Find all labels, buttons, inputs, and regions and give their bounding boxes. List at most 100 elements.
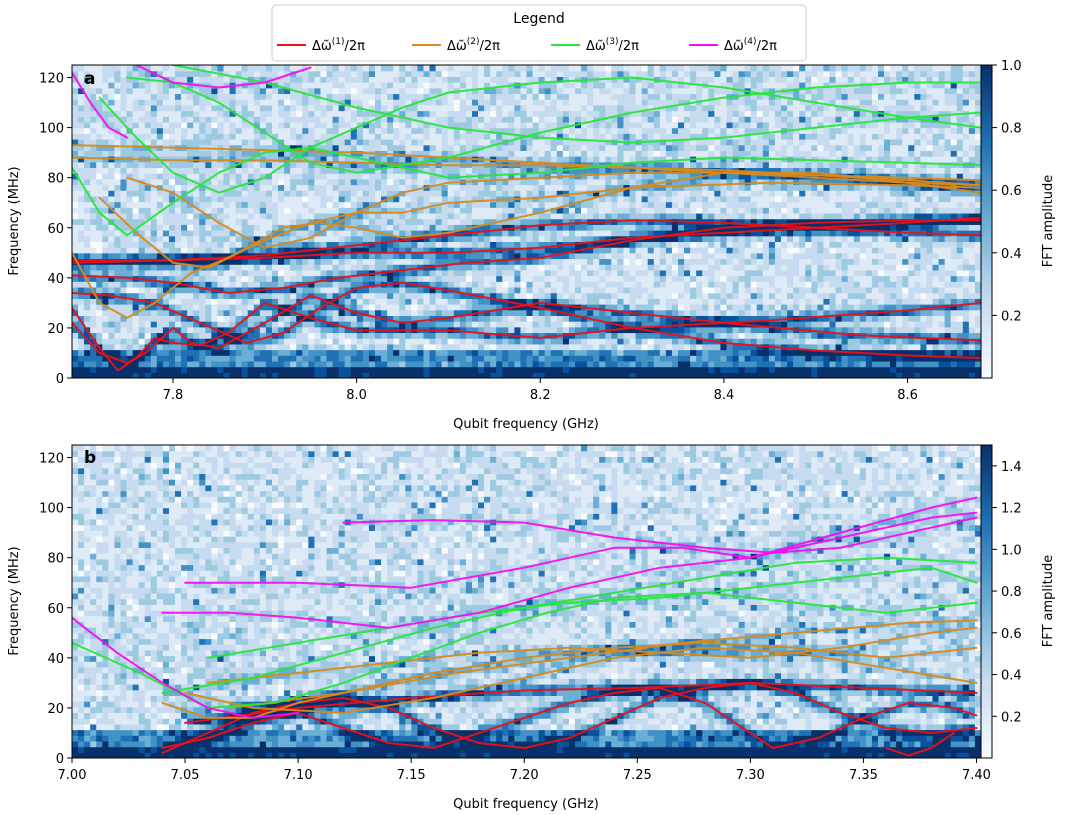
heatmap-cell: [617, 338, 625, 345]
heatmap-cell: [368, 87, 376, 95]
heatmap-cell: [144, 224, 152, 231]
heatmap-cell: [326, 150, 334, 157]
heatmap-cell: [271, 93, 279, 100]
heatmap-cell: [175, 230, 182, 237]
heatmap-cell: [611, 144, 618, 151]
heatmap-cell: [90, 349, 97, 356]
heatmap-cell: [502, 366, 509, 373]
heatmap-cell: [381, 138, 388, 146]
heatmap-cell: [302, 116, 309, 123]
heatmap-cell: [581, 241, 588, 248]
heatmap-cell: [465, 82, 473, 89]
heatmap-cell: [508, 201, 515, 208]
heatmap-cell: [271, 201, 279, 208]
heatmap-cell: [459, 366, 467, 373]
heatmap-cell: [253, 207, 261, 214]
heatmap-cell: [90, 178, 97, 186]
heatmap-cell: [429, 167, 437, 174]
heatmap-cell: [338, 76, 346, 83]
heatmap-cell: [138, 184, 146, 191]
heatmap-cell: [168, 184, 176, 191]
heatmap-cell: [199, 99, 206, 106]
heatmap-cell: [496, 366, 503, 373]
heatmap-cell: [284, 99, 291, 106]
heatmap-cell: [320, 144, 328, 151]
heatmap-cell: [144, 372, 152, 378]
heatmap-cell: [356, 321, 364, 328]
heatmap-cell: [478, 99, 485, 106]
heatmap-cell: [520, 76, 528, 83]
heatmap-cell: [459, 298, 467, 305]
heatmap-cell: [235, 338, 243, 345]
heatmap-cell: [520, 190, 528, 197]
heatmap-cell: [593, 338, 600, 345]
heatmap-cell: [162, 309, 170, 316]
heatmap-cell: [490, 150, 497, 157]
heatmap-cell: [132, 167, 140, 174]
heatmap-cell: [90, 355, 97, 362]
heatmap-cell: [102, 286, 109, 294]
heatmap-cell: [544, 138, 552, 146]
heatmap-cell: [362, 99, 370, 106]
heatmap-cell: [441, 121, 449, 129]
heatmap-cell: [387, 360, 394, 368]
heatmap-cell: [102, 87, 109, 95]
heatmap-cell: [320, 247, 328, 254]
heatmap-cell: [574, 235, 582, 243]
heatmap-cell: [144, 138, 152, 146]
heatmap-cell: [271, 298, 279, 305]
heatmap-cell: [78, 309, 85, 316]
heatmap-cell: [611, 70, 618, 77]
heatmap-cell: [253, 144, 261, 151]
heatmap-cell: [132, 201, 140, 208]
heatmap-cell: [187, 298, 194, 305]
heatmap-cell: [465, 338, 473, 345]
heatmap-cell: [405, 99, 412, 106]
heatmap-cell: [490, 230, 497, 237]
heatmap-cell: [338, 110, 346, 117]
heatmap-cell: [320, 304, 328, 311]
heatmap-cell: [181, 87, 188, 95]
heatmap-cell: [441, 99, 449, 106]
heatmap-cell: [284, 355, 291, 362]
heatmap-cell: [562, 127, 570, 134]
heatmap-cell: [114, 292, 122, 299]
heatmap-cell: [314, 173, 322, 180]
heatmap-cell: [332, 315, 340, 322]
heatmap-cell: [605, 315, 612, 322]
heatmap-cell: [187, 150, 194, 157]
heatmap-cell: [417, 247, 425, 254]
heatmap-cell: [375, 173, 382, 180]
heatmap-cell: [459, 212, 467, 220]
heatmap-cell: [223, 332, 231, 339]
heatmap-cell: [175, 184, 182, 191]
heatmap-cell: [435, 195, 443, 203]
heatmap-cell: [84, 315, 91, 322]
heatmap-cell: [562, 360, 570, 368]
heatmap-cell: [150, 99, 158, 106]
heatmap-cell: [587, 184, 594, 191]
heatmap-cell: [217, 252, 225, 260]
heatmap-cell: [435, 133, 443, 140]
heatmap-cell: [72, 343, 79, 351]
heatmap-cell: [205, 190, 212, 197]
heatmap-cell: [308, 190, 315, 197]
heatmap-cell: [108, 93, 116, 100]
heatmap-cell: [502, 93, 509, 100]
heatmap-cell: [581, 309, 588, 316]
heatmap-cell: [193, 230, 200, 237]
heatmap-cell: [229, 286, 237, 294]
heatmap-cell: [375, 138, 382, 146]
heatmap-cell: [411, 315, 419, 322]
heatmap-cell: [235, 133, 243, 140]
heatmap-cell: [375, 104, 382, 112]
heatmap-cell: [320, 349, 328, 356]
heatmap-cell: [175, 218, 182, 225]
heatmap-cell: [593, 178, 600, 186]
heatmap-cell: [144, 207, 152, 214]
heatmap-cell: [381, 207, 388, 214]
heatmap-cell: [193, 258, 200, 265]
heatmap-cell: [447, 190, 455, 197]
heatmap-cell: [405, 150, 412, 157]
heatmap-cell: [259, 184, 267, 191]
